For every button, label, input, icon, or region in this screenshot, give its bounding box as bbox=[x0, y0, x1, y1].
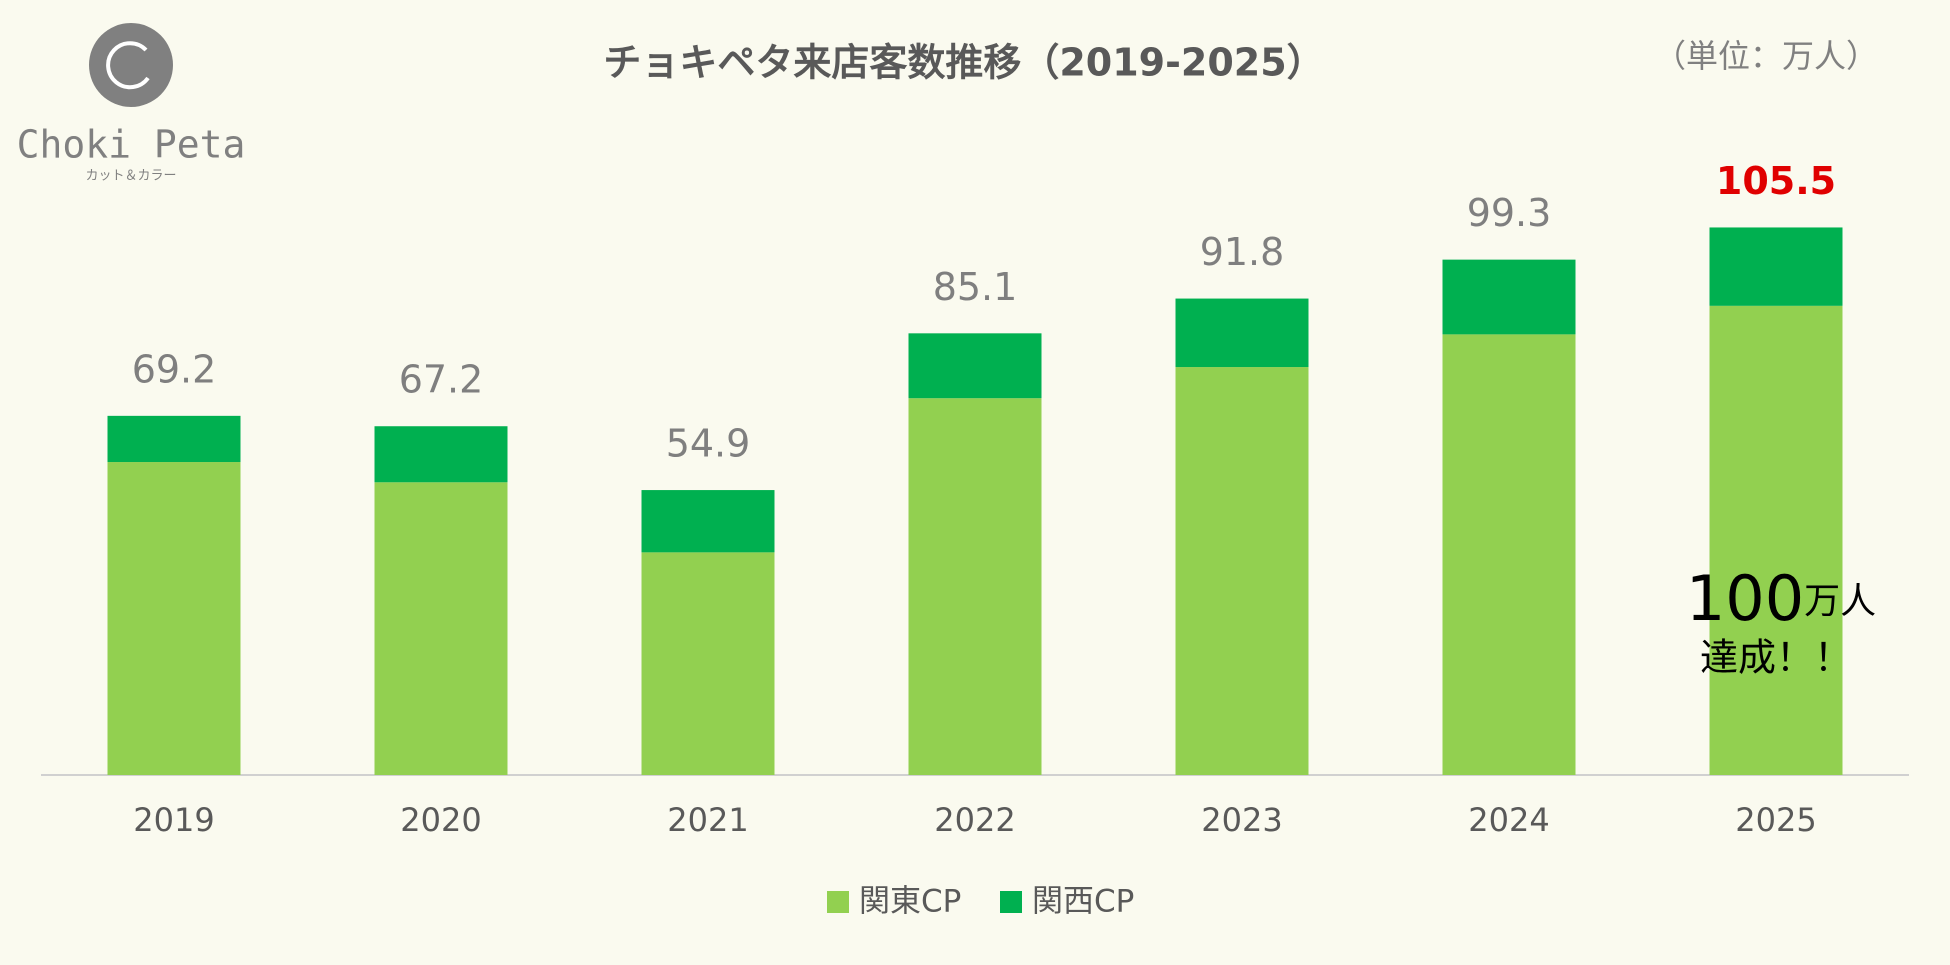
bar-segment bbox=[107, 415, 241, 463]
legend-swatch bbox=[1000, 891, 1022, 913]
unit-note: （単位：万人） bbox=[1654, 37, 1878, 75]
bar-segment bbox=[107, 462, 241, 775]
bar-segment bbox=[908, 333, 1042, 399]
bar-segment bbox=[1709, 305, 1843, 775]
logo-mark bbox=[106, 41, 150, 90]
legend-swatch bbox=[827, 891, 849, 913]
x-tick-label: 2023 bbox=[1201, 801, 1282, 839]
bar-segment bbox=[641, 552, 775, 775]
bar-segment bbox=[1175, 298, 1309, 368]
bar-segment bbox=[1442, 334, 1576, 775]
logo-circle bbox=[89, 23, 173, 107]
bar-segment bbox=[374, 426, 508, 483]
x-tick-label: 2019 bbox=[133, 801, 214, 839]
x-tick-label: 2020 bbox=[400, 801, 481, 839]
bar-segment bbox=[1709, 227, 1843, 306]
annotation-unit: 万人 bbox=[1804, 581, 1876, 622]
legend-label: 関東CP bbox=[859, 884, 961, 920]
total-label: 91.8 bbox=[1200, 230, 1285, 274]
bar-segment bbox=[908, 398, 1042, 775]
annotation-text: 達成！！ bbox=[1700, 636, 1852, 680]
total-label: 105.5 bbox=[1716, 159, 1836, 203]
total-label: 99.3 bbox=[1467, 191, 1552, 235]
total-label: 85.1 bbox=[933, 265, 1018, 309]
bar-segment bbox=[374, 482, 508, 775]
total-label: 69.2 bbox=[132, 347, 217, 391]
x-tick-label: 2021 bbox=[667, 801, 748, 839]
chart-title: チョキペタ来店客数推移（2019-2025） bbox=[603, 41, 1324, 85]
bar-segment bbox=[641, 490, 775, 553]
bar-segment bbox=[1175, 367, 1309, 775]
legend-label: 関西CP bbox=[1032, 884, 1134, 920]
annotation: 100万人 bbox=[1686, 562, 1876, 635]
logo: Choki Peta カット＆カラー bbox=[17, 23, 246, 184]
bar-segment bbox=[1442, 259, 1576, 335]
logo-name: Choki Peta bbox=[17, 123, 246, 167]
x-tick-label: 2024 bbox=[1468, 801, 1549, 839]
total-label: 67.2 bbox=[399, 358, 484, 402]
total-label: 54.9 bbox=[666, 422, 751, 466]
x-tick-label: 2022 bbox=[934, 801, 1015, 839]
logo-tagline: カット＆カラー bbox=[85, 169, 176, 184]
annotation-number: 100 bbox=[1686, 562, 1804, 635]
x-tick-label: 2025 bbox=[1735, 801, 1816, 839]
